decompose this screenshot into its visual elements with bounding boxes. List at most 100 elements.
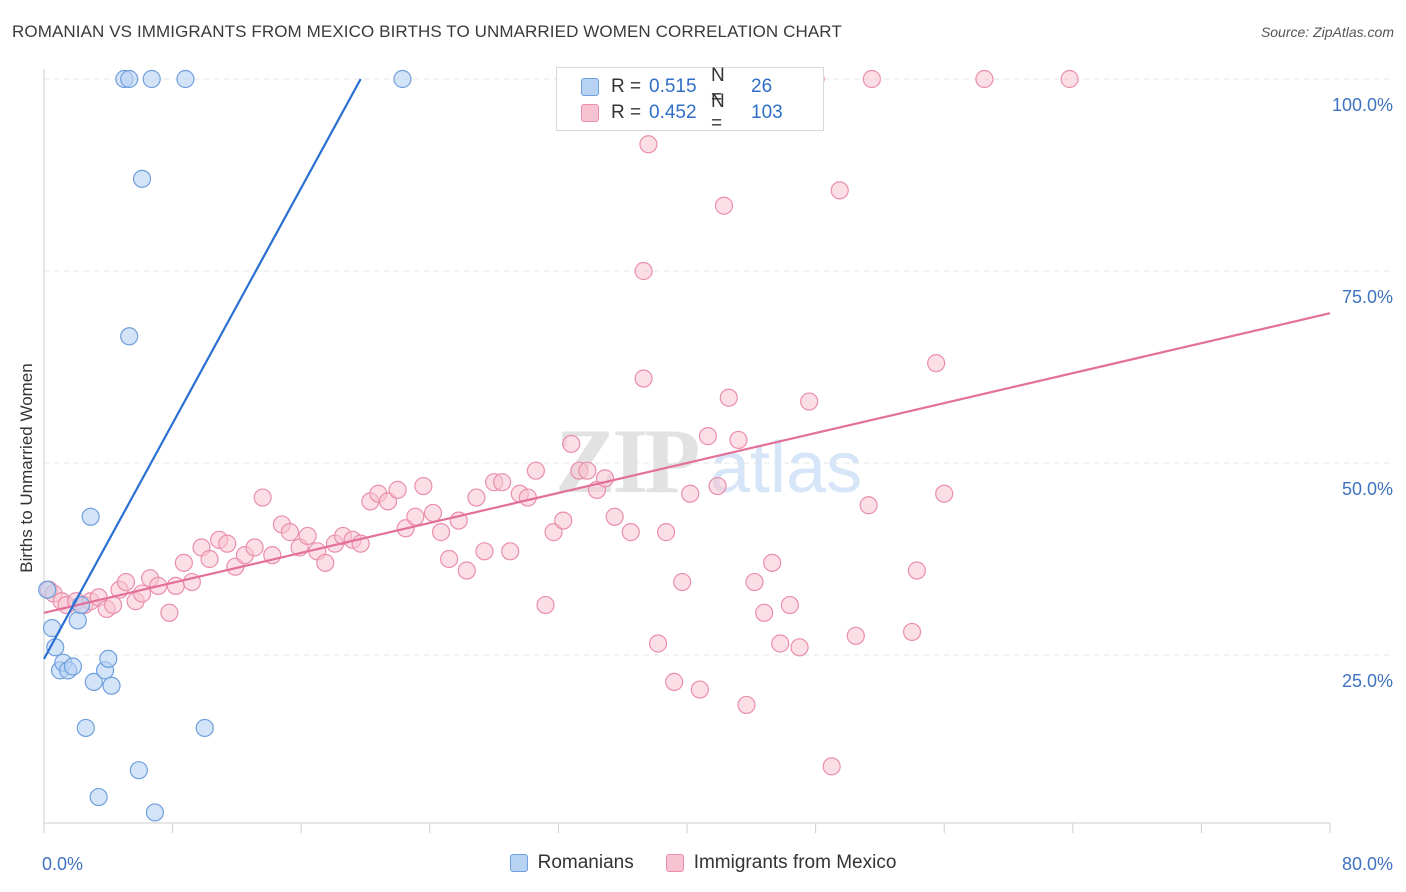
- data-point-mexico: [639, 135, 658, 154]
- y-axis-title: Births to Unmarried Women: [17, 363, 36, 572]
- data-point-romanians: [176, 69, 195, 89]
- data-point-mexico: [200, 549, 219, 569]
- data-point-mexico: [457, 561, 476, 580]
- data-point-mexico: [927, 354, 946, 373]
- data-point-romanians: [89, 787, 108, 807]
- data-point-mexico: [578, 461, 597, 480]
- data-point-mexico: [423, 503, 443, 523]
- data-point-mexico: [475, 542, 494, 561]
- data-point-mexico: [975, 69, 994, 89]
- data-point-romanians: [68, 611, 87, 630]
- data-point-mexico: [714, 196, 734, 215]
- series-mexico: [39, 69, 1079, 776]
- data-point-mexico: [116, 572, 136, 592]
- data-point-mexico: [822, 757, 841, 776]
- data-point-mexico: [501, 542, 520, 561]
- data-point-mexico: [554, 511, 573, 530]
- data-point-romanians: [120, 327, 139, 346]
- data-point-mexico: [160, 603, 179, 622]
- data-point-mexico: [467, 488, 486, 507]
- y-tick-label: 75.0%: [1342, 287, 1393, 307]
- x-tick-label: 0.0%: [42, 854, 83, 874]
- series-legend: Romanians Immigrants from Mexico: [0, 852, 1406, 874]
- legend-row-romanians: R = 0.515 N = 26: [581, 65, 773, 108]
- data-point-mexico: [431, 523, 451, 542]
- data-point-romanians: [81, 507, 100, 526]
- data-point-romanians: [129, 761, 148, 780]
- data-point-mexico: [907, 561, 926, 580]
- data-point-romanians: [195, 718, 214, 738]
- series-romanians: [38, 69, 412, 822]
- legend-item-mexico: Immigrants from Mexico: [665, 852, 896, 874]
- data-point-mexico: [771, 634, 790, 653]
- data-point-mexico: [280, 523, 300, 542]
- x-tick-label: 80.0%: [1342, 854, 1393, 874]
- y-tick-label: 25.0%: [1342, 671, 1393, 691]
- data-point-mexico: [830, 181, 849, 200]
- data-point-mexico: [862, 69, 881, 89]
- data-point-mexico: [298, 526, 317, 546]
- data-point-romanians: [132, 169, 152, 188]
- data-point-mexico: [414, 476, 433, 496]
- data-point-mexico: [708, 476, 727, 496]
- data-point-romanians: [99, 649, 118, 668]
- r-value: 0.452: [649, 102, 697, 123]
- correlation-legend: R = 0.515 N = 26 R = 0.452 N = 103: [556, 65, 824, 134]
- r-label: R =: [611, 102, 642, 123]
- chart-title: ROMANIAN VS IMMIGRANTS FROM MEXICO BIRTH…: [12, 22, 842, 41]
- data-point-mexico: [245, 538, 264, 557]
- zipatlas-watermark: ZIP atlas: [555, 410, 862, 512]
- n-label: N =: [711, 65, 725, 108]
- data-point-romanians: [102, 676, 121, 695]
- tick-labels: 25.0% 50.0% 75.0% 100.0% 0.0% 80.0%: [42, 95, 1393, 874]
- data-point-mexico: [681, 484, 700, 503]
- data-point-mexico: [690, 680, 709, 699]
- data-point-mexico: [605, 507, 624, 526]
- source-label: Source: ZipAtlas.com: [1260, 24, 1394, 40]
- data-point-romanians: [84, 672, 103, 691]
- data-point-mexico: [1060, 69, 1079, 89]
- data-point-mexico: [536, 595, 555, 615]
- data-point-mexico: [621, 523, 640, 542]
- legend-item-romanians: Romanians: [509, 852, 634, 874]
- mexico-swatch: [665, 854, 684, 872]
- data-point-mexico: [673, 572, 692, 592]
- axes: [43, 69, 1331, 833]
- data-point-mexico: [902, 622, 922, 642]
- data-point-mexico: [657, 523, 676, 542]
- svg-text:ZIP: ZIP: [555, 410, 698, 512]
- legend-label-romanians: Romanians: [537, 852, 634, 873]
- romanians-swatch: [581, 78, 599, 96]
- gridlines: [44, 78, 1392, 656]
- data-point-mexico: [174, 553, 193, 572]
- data-point-mexico: [634, 261, 653, 281]
- mexico-swatch: [581, 104, 599, 122]
- data-point-mexico: [439, 549, 459, 569]
- data-point-romanians: [63, 657, 83, 676]
- data-point-romanians: [38, 580, 57, 599]
- data-point-mexico: [846, 626, 865, 645]
- data-point-mexico: [316, 553, 335, 572]
- n-value: 26: [751, 76, 773, 97]
- y-tick-label: 100.0%: [1332, 95, 1393, 115]
- data-point-romanians: [76, 718, 95, 738]
- data-point-mexico: [493, 473, 512, 492]
- data-point-mexico: [562, 434, 581, 453]
- data-point-mexico: [406, 507, 425, 526]
- data-point-mexico: [790, 638, 809, 657]
- data-point-mexico: [526, 461, 545, 480]
- data-point-mexico: [253, 488, 272, 507]
- data-point-mexico: [763, 553, 782, 572]
- romanians-swatch: [509, 854, 528, 872]
- data-point-mexico: [755, 603, 774, 622]
- data-point-mexico: [648, 634, 668, 653]
- data-point-mexico: [388, 480, 407, 499]
- data-point-mexico: [218, 534, 237, 553]
- trendline-mexico: [43, 312, 1331, 614]
- data-point-mexico: [634, 369, 653, 388]
- data-point-mexico: [737, 695, 756, 715]
- trendline-romanians: [43, 78, 362, 660]
- n-label: N =: [711, 91, 725, 134]
- y-tick-label: 50.0%: [1342, 479, 1393, 499]
